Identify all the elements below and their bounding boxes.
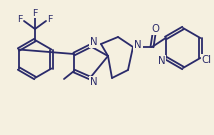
Text: F: F <box>17 16 23 24</box>
Text: N: N <box>90 77 98 87</box>
Text: F: F <box>32 9 38 18</box>
Text: N: N <box>134 40 142 50</box>
Text: N: N <box>90 37 98 47</box>
Text: Cl: Cl <box>201 55 211 65</box>
Text: N: N <box>158 56 165 66</box>
Text: O: O <box>151 24 159 34</box>
Text: F: F <box>47 16 53 24</box>
